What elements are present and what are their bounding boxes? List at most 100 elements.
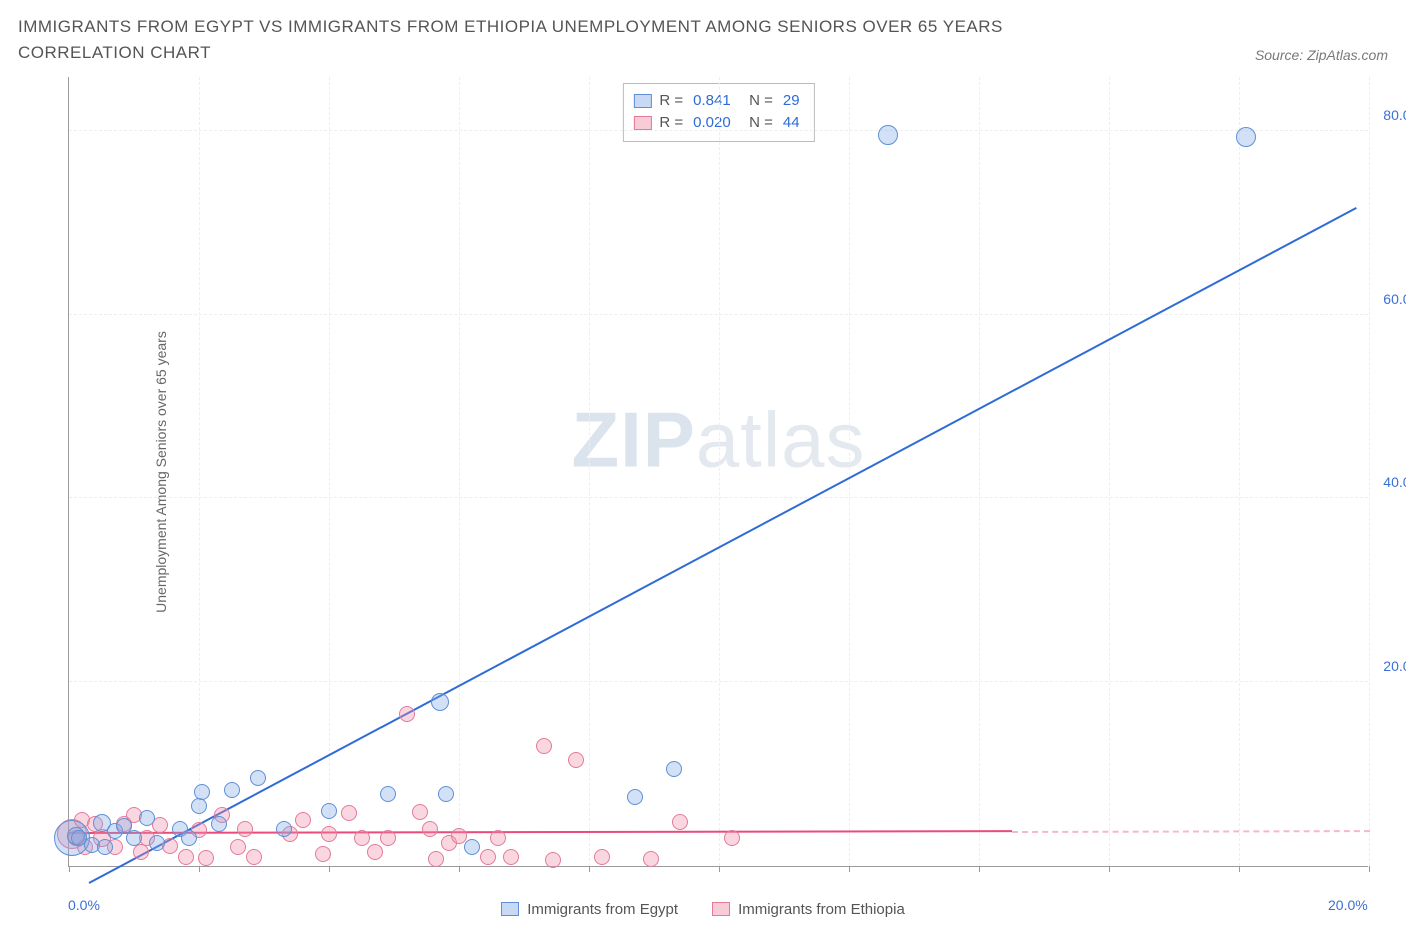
x-tick-mark xyxy=(849,866,850,872)
data-point xyxy=(198,850,214,866)
data-point xyxy=(97,839,113,855)
legend-swatch xyxy=(633,116,651,130)
data-point xyxy=(126,830,142,846)
gridline-v xyxy=(459,77,460,866)
data-point xyxy=(191,798,207,814)
y-tick-label: 20.0% xyxy=(1383,658,1406,674)
x-tick-mark xyxy=(459,866,460,872)
gridline-v xyxy=(199,77,200,866)
data-point xyxy=(464,839,480,855)
y-tick-label: 60.0% xyxy=(1383,291,1406,307)
x-tick-max: 20.0% xyxy=(1328,897,1368,913)
x-tick-mark xyxy=(329,866,330,872)
x-tick-mark xyxy=(979,866,980,872)
x-tick-mark xyxy=(589,866,590,872)
r-label: R = xyxy=(659,90,683,113)
gridline-v xyxy=(849,77,850,866)
data-point xyxy=(878,125,898,145)
n-label: N = xyxy=(749,112,773,135)
data-point xyxy=(627,789,643,805)
data-point xyxy=(536,738,552,754)
data-point xyxy=(480,849,496,865)
data-point xyxy=(643,851,659,867)
data-point xyxy=(149,835,165,851)
data-point xyxy=(503,849,519,865)
plot-area: ZIPatlas R =0.841N =29R =0.020N =44 20.0… xyxy=(68,77,1368,867)
data-point xyxy=(399,706,415,722)
data-point xyxy=(545,852,561,868)
data-point xyxy=(250,770,266,786)
data-point xyxy=(367,844,383,860)
chart-title: IMMIGRANTS FROM EGYPT VS IMMIGRANTS FROM… xyxy=(18,14,1118,67)
gridline-v xyxy=(979,77,980,866)
trend-line xyxy=(1011,830,1369,833)
data-point xyxy=(666,761,682,777)
data-point xyxy=(380,786,396,802)
legend-label: Immigrants from Egypt xyxy=(527,901,678,918)
data-point xyxy=(1236,127,1256,147)
data-point xyxy=(412,804,428,820)
legend-item: Immigrants from Egypt xyxy=(501,901,678,918)
data-point xyxy=(422,821,438,837)
x-tick-mark xyxy=(1109,866,1110,872)
data-point xyxy=(246,849,262,865)
chart-container: Unemployment Among Seniors over 65 years… xyxy=(18,77,1388,867)
legend-label: Immigrants from Ethiopia xyxy=(738,901,905,918)
data-point xyxy=(237,821,253,837)
legend-swatch xyxy=(501,902,519,916)
gridline-v xyxy=(329,77,330,866)
legend-item: Immigrants from Ethiopia xyxy=(712,901,905,918)
data-point xyxy=(490,830,506,846)
gridline-v xyxy=(1369,77,1370,866)
data-point xyxy=(568,752,584,768)
data-point xyxy=(354,830,370,846)
x-tick-mark xyxy=(199,866,200,872)
r-label: R = xyxy=(659,112,683,135)
y-tick-label: 80.0% xyxy=(1383,107,1406,123)
gridline-v xyxy=(719,77,720,866)
data-point xyxy=(276,821,292,837)
data-point xyxy=(321,803,337,819)
legend-row: R = 0.841 N = 29 xyxy=(633,90,799,113)
x-tick-mark xyxy=(69,866,70,872)
gridline-v xyxy=(1109,77,1110,866)
series-legend: Immigrants from Egypt Immigrants from Eth… xyxy=(18,901,1388,918)
data-point xyxy=(133,844,149,860)
x-tick-mark xyxy=(1239,866,1240,872)
data-point xyxy=(321,826,337,842)
legend-swatch xyxy=(633,94,651,108)
r-value: 0.841 xyxy=(693,90,741,113)
data-point xyxy=(211,816,227,832)
x-tick-mark xyxy=(719,866,720,872)
data-point xyxy=(194,784,210,800)
data-point xyxy=(431,693,449,711)
data-point xyxy=(672,814,688,830)
trend-line xyxy=(69,831,1012,835)
gridline-v xyxy=(589,77,590,866)
data-point xyxy=(380,830,396,846)
data-point xyxy=(224,782,240,798)
trend-line xyxy=(88,207,1356,884)
n-value: 29 xyxy=(783,90,800,113)
data-point xyxy=(315,846,331,862)
r-value: 0.020 xyxy=(693,112,741,135)
data-point xyxy=(230,839,246,855)
y-tick-label: 40.0% xyxy=(1383,474,1406,490)
source-label: Source: ZipAtlas.com xyxy=(1255,47,1388,67)
n-value: 44 xyxy=(783,112,800,135)
data-point xyxy=(181,830,197,846)
data-point xyxy=(428,851,444,867)
gridline-v xyxy=(1239,77,1240,866)
n-label: N = xyxy=(749,90,773,113)
data-point xyxy=(178,849,194,865)
data-point xyxy=(724,830,740,846)
data-point xyxy=(295,812,311,828)
data-point xyxy=(139,810,155,826)
x-tick-min: 0.0% xyxy=(68,897,100,913)
legend-row: R = 0.020 N = 44 xyxy=(633,112,799,135)
data-point xyxy=(341,805,357,821)
x-tick-mark xyxy=(1369,866,1370,872)
legend-swatch xyxy=(712,902,730,916)
data-point xyxy=(438,786,454,802)
data-point xyxy=(594,849,610,865)
